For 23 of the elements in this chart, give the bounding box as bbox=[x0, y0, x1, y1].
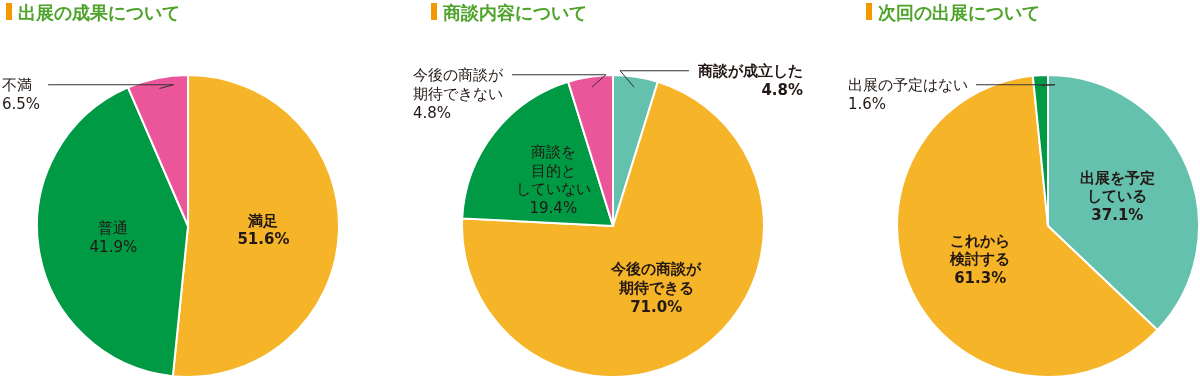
data-label: 6.5% bbox=[2, 94, 41, 113]
data-label: 71.0% bbox=[630, 297, 683, 316]
chart-title: 出展の成果について bbox=[18, 2, 180, 23]
slice-label: 満足 bbox=[247, 211, 279, 230]
data-label: 19.4% bbox=[529, 199, 578, 218]
chart-title: 商談内容について bbox=[442, 2, 587, 23]
data-label: 37.1% bbox=[1091, 206, 1144, 225]
chart-title: 次回の出展について bbox=[878, 2, 1040, 23]
data-label: 4.8% bbox=[761, 80, 803, 99]
data-label: 1.6% bbox=[848, 94, 887, 113]
slice-label: 今後の商談が期待できない bbox=[413, 66, 504, 103]
slice-label: 今後の商談が期待できる bbox=[610, 260, 703, 298]
slice-label: 出展の予定はない bbox=[848, 76, 968, 94]
slice-label: 出展を予定している bbox=[1079, 168, 1155, 206]
data-label: 51.6% bbox=[237, 230, 290, 249]
slice-label: 不満 bbox=[2, 76, 32, 94]
data-label: 4.8% bbox=[413, 103, 452, 122]
slice-label: 商談を目的としていない bbox=[515, 142, 591, 199]
slice-label: 普通 bbox=[98, 219, 129, 238]
data-label: 61.3% bbox=[954, 269, 1007, 288]
data-label: 41.9% bbox=[89, 238, 138, 257]
slice-label: 商談が成立した bbox=[697, 62, 803, 80]
slice-label: これから検討する bbox=[949, 231, 1011, 269]
